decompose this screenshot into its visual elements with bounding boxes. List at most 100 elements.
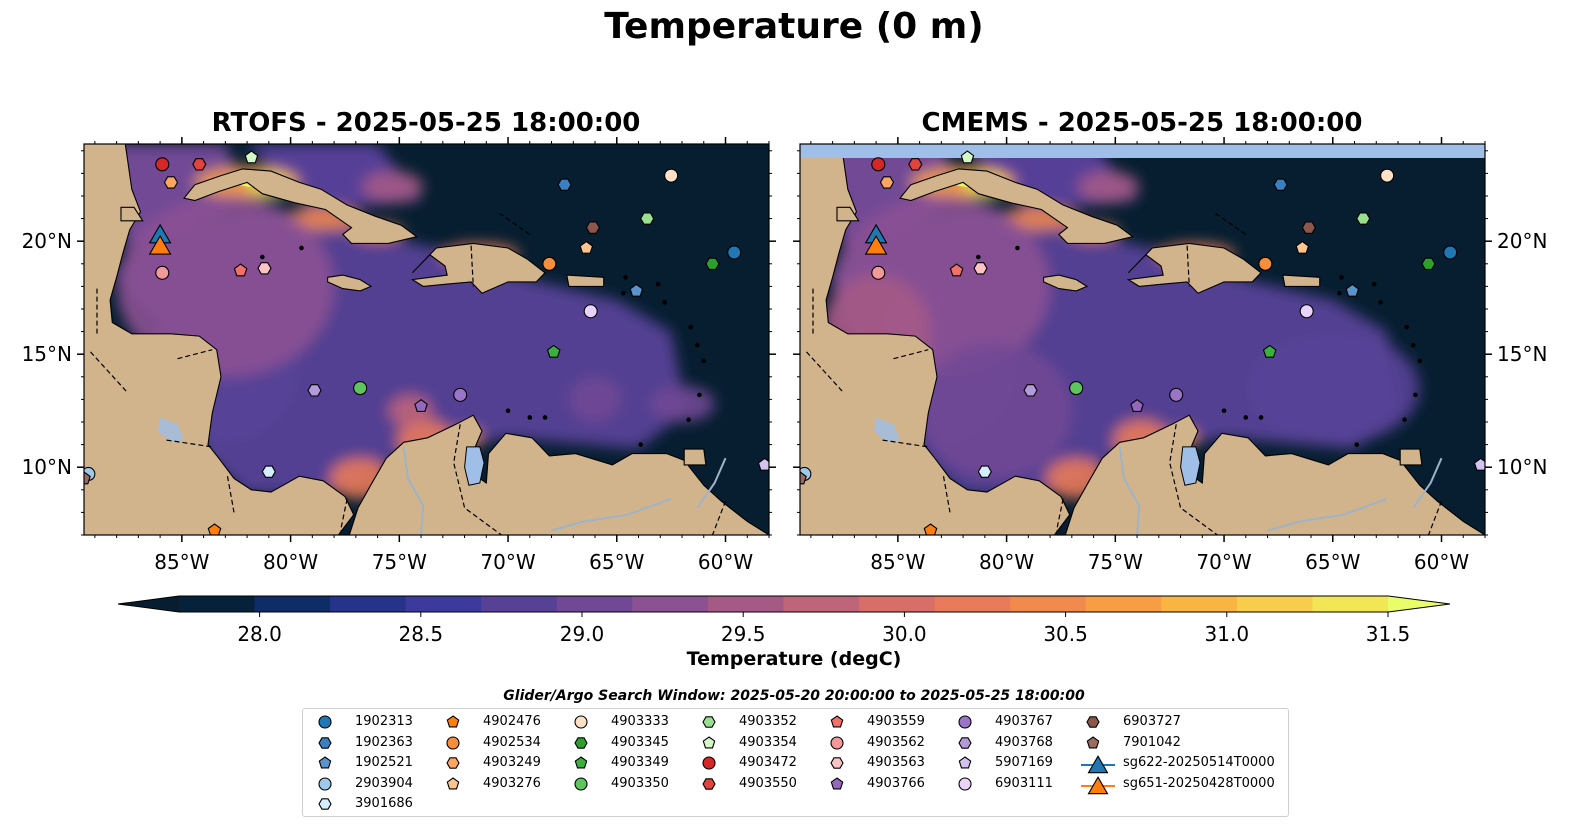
lon-tick-label: 60°W (1414, 550, 1469, 574)
cmems-panel-title: CMEMS - 2025-05-25 18:00:00 (921, 108, 1363, 138)
island (1404, 324, 1410, 330)
legend-marker-icon (574, 756, 588, 769)
island (1243, 415, 1249, 420)
island (260, 254, 265, 260)
marker-5907169 (1473, 457, 1485, 471)
legend-label: 4902534 (483, 734, 541, 750)
legend-label: 4903766 (867, 775, 925, 791)
legend-marker-icon (1086, 716, 1100, 728)
legend-label: 6903727 (1123, 714, 1181, 729)
island (638, 442, 643, 447)
marker-4903333 (664, 168, 679, 183)
land (84, 144, 769, 535)
river (1267, 497, 1388, 532)
country-border (893, 349, 929, 360)
map-panels: 85°W 80°W 75°W 70°W 65°W 60°W 10°N 15°N 20°N 85°W… (22, 137, 1547, 646)
marker-4903562 (871, 265, 886, 280)
legend-hexagon-icon (958, 736, 972, 749)
marker-1902521 (1345, 283, 1360, 297)
land-cuba (183, 168, 418, 244)
marker-4903249 (163, 176, 179, 189)
legend-entry: sg622-20250514T0000 (1079, 753, 1289, 774)
legend-pentagon-icon (830, 715, 844, 728)
legend-label: 4903472 (739, 755, 797, 770)
marker-4903559 (949, 263, 964, 277)
legend-marker-icon (1081, 775, 1115, 794)
marker-4903352 (1356, 212, 1371, 225)
legend-title: Glider/Argo Search Window: 2025-05-20 20… (503, 688, 1085, 704)
lon-tick-label: 70°W (1196, 550, 1251, 574)
river (1118, 446, 1141, 535)
observation-markers (84, 150, 769, 535)
legend-entry: 4903354 (695, 733, 815, 753)
legend-marker-icon (446, 715, 460, 728)
lat-tick-label: 15°N (1497, 342, 1547, 366)
legend-entry: 4903766 (823, 774, 943, 794)
lon-tick-label: 70°W (480, 550, 535, 574)
lat-tick-label: 10°N (1497, 455, 1547, 479)
marker-4903472 (871, 157, 886, 172)
island (1015, 245, 1020, 251)
river (402, 446, 425, 535)
island (694, 342, 700, 348)
marker-sg651-20250428T0000 (148, 235, 172, 255)
colorbar-tick-label: 28.0 (237, 622, 282, 646)
legend-label: 4903349 (611, 755, 669, 770)
marker-4903767 (1169, 387, 1184, 402)
lake-nicaragua (157, 417, 184, 443)
legend-entry: 4902534 (439, 733, 559, 753)
legend-hexagon-icon (830, 757, 844, 769)
legend-pentagon-icon (318, 756, 332, 769)
country-border (1056, 498, 1064, 531)
legend-triangle-icon (1087, 775, 1109, 794)
marker-4903333 (1380, 168, 1395, 183)
legend-label: 7901042 (1123, 734, 1181, 750)
colorbar-outline (117, 595, 1451, 613)
legend-label: 4903562 (867, 734, 925, 750)
lake-nicaragua (873, 417, 900, 443)
warm-patch (362, 171, 424, 203)
marker-4903349 (546, 344, 561, 358)
marker-4903345 (1421, 257, 1436, 270)
marker-1902521 (629, 283, 644, 297)
legend-label: 4903559 (867, 714, 925, 729)
legend-hexagon-icon (702, 777, 716, 790)
marker-4903550 (192, 158, 207, 171)
legend-marker-icon (446, 757, 460, 769)
marker-7901042 (800, 471, 807, 485)
legend-entry: 1902521 (311, 753, 431, 773)
lon-tick-label: 60°W (698, 550, 753, 574)
island (1371, 281, 1377, 287)
marker-4903563 (973, 262, 988, 275)
legend-label: 4903350 (611, 775, 669, 791)
colorbar-segment (707, 596, 784, 612)
legend-marker-icon (574, 736, 588, 749)
country-border (470, 245, 474, 287)
legend-pentagon-icon (830, 776, 844, 789)
land-centralAmerica (84, 144, 355, 535)
warm-patch (1245, 331, 1420, 445)
colorbar-segment (1010, 596, 1087, 612)
legend-marker-icon (446, 735, 460, 750)
legend-label: 4903768 (995, 734, 1053, 750)
marker-4903350 (353, 381, 368, 396)
rtofs-map (84, 144, 769, 535)
island (1339, 275, 1344, 280)
lake-maracaibo (464, 446, 485, 486)
legend-pentagon-icon (702, 735, 716, 748)
marker-4903276 (579, 240, 594, 254)
colorbar-tick-label: 29.5 (721, 622, 766, 646)
legend-hexagon-icon (1086, 716, 1100, 728)
legend-entry: 3901686 (311, 794, 431, 814)
legend-entry: 4903562 (823, 733, 943, 753)
legend-label: 4903249 (483, 755, 541, 770)
legend-label: 4903354 (739, 734, 797, 750)
legend-entry: 4903352 (695, 712, 815, 732)
marker-6903111 (1299, 304, 1314, 319)
legend-pentagon-icon (1086, 735, 1100, 748)
country-border (340, 498, 348, 531)
colorbar: 28.0 28.5 29.0 29.5 30.0 30.5 31.0 31.5 (117, 595, 1451, 646)
marker-4903276 (1295, 240, 1310, 254)
legend-label: 1902363 (355, 734, 413, 750)
legend-marker-icon (574, 715, 588, 729)
